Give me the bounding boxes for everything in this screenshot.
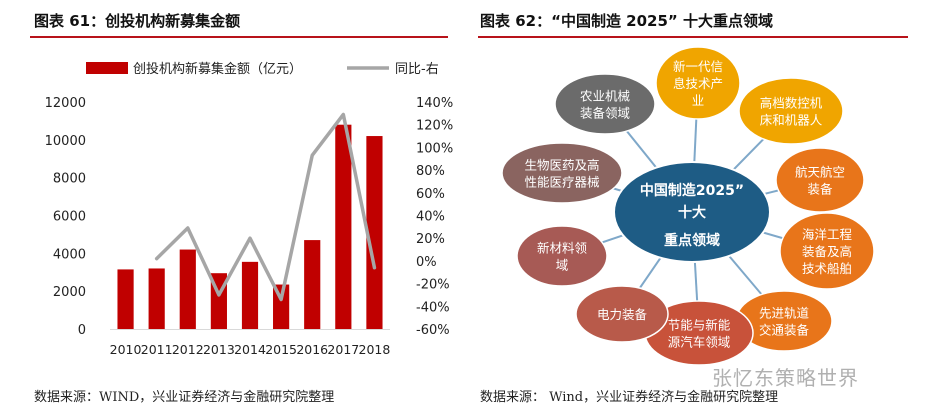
line-series: [154, 112, 377, 302]
y2-tick-label: 40%: [416, 210, 445, 225]
area-node-label: 性能医疗器械: [524, 175, 600, 190]
bar-2017: [335, 124, 352, 329]
area-node-bubble: [738, 77, 844, 145]
legend-swatch-bars: [86, 62, 128, 74]
area-node-label: 先进轨道: [759, 306, 810, 321]
x-tick-label: 2015: [265, 342, 297, 357]
area-node-label: 节能与新能: [668, 318, 731, 333]
center-label: 中国制造2025”: [640, 182, 744, 199]
area-node-label: 新材料领: [537, 241, 588, 256]
x-tick-label: 2012: [172, 342, 204, 357]
x-axis: 2010 2011 2012 2013 2014 2015 2016 2017 2018: [110, 329, 391, 357]
funding-chart: 创投机构新募集金额（亿元） 同比-右 0 2000 4000 6000 8000 10000…: [45, 61, 454, 357]
area-node-label: 航天航空: [795, 165, 845, 180]
bar-series: [117, 124, 383, 329]
y2-tick-label: -60%: [416, 323, 450, 338]
area-node-bubble: [516, 225, 608, 287]
area-node-label: 源汽车领域: [668, 335, 731, 350]
diagram-center: 中国制造2025” 十大重点领域: [613, 161, 771, 263]
legend-label-line: 同比-右: [395, 62, 439, 77]
y-tick-label: 0: [78, 323, 86, 338]
bar-2011: [148, 268, 165, 329]
area-node-bubble: [501, 142, 623, 204]
area-node-bubble: [655, 46, 741, 120]
area-node-label: 装备领域: [580, 106, 630, 121]
area-node-label: 床和机器人: [760, 113, 823, 128]
x-tick-label: 2013: [203, 342, 235, 357]
area-node-label: 农业机械: [580, 89, 631, 104]
y2-tick-label: 120%: [416, 119, 453, 134]
area-node-label: 技术船舶: [802, 261, 852, 276]
y-tick-label: 6000: [53, 210, 86, 225]
center-bubble: [613, 161, 771, 263]
bar-2010: [117, 269, 134, 329]
y-tick-label: 4000: [53, 247, 86, 262]
area-node-label: 新一代信: [673, 59, 723, 74]
y2-tick-label: -20%: [416, 278, 450, 293]
area-node-label: 生物医药及高: [524, 158, 599, 173]
x-tick-label: 2014: [234, 342, 266, 357]
y-axis-right: -60% -40% -20% 0% 20% 40% 60% 80% 100% 120% 140%: [416, 96, 453, 338]
area-node-label: 海洋工程: [802, 227, 853, 242]
chart-legend: 创投机构新募集金额（亿元） 同比-右: [86, 61, 439, 77]
area-node: 电力装备: [575, 285, 669, 343]
area-node-label: 息技术产: [673, 76, 723, 91]
bar-2016: [304, 240, 321, 329]
bar-2015: [273, 284, 290, 329]
y2-tick-label: 20%: [416, 232, 445, 247]
area-node-label: 高档数控机: [760, 96, 823, 111]
right-source-note: 数据来源： Wind，兴业证券经济与金融研究院整理: [480, 390, 779, 405]
area-node-bubble: [575, 285, 669, 343]
right-title-rule: [478, 36, 908, 38]
x-tick-label: 2017: [327, 342, 359, 357]
area-node-label: 域: [556, 258, 569, 273]
yoy-growth-line: [154, 112, 377, 302]
y-axis-left: 0 2000 4000 6000 8000 10000 12000: [45, 96, 86, 338]
bar-2018: [366, 136, 383, 329]
y2-tick-label: 0%: [416, 255, 437, 270]
left-title-rule: [30, 36, 448, 38]
bar-2014: [241, 261, 259, 329]
x-tick-label: 2010: [110, 342, 142, 357]
y2-tick-label: 100%: [416, 141, 453, 156]
bar-2012: [179, 249, 196, 329]
legend-label-bars: 创投机构新募集金额（亿元）: [133, 61, 302, 77]
watermark: 张忆东策略世界: [712, 366, 859, 390]
y2-tick-label: 140%: [416, 96, 453, 111]
x-tick-label: 2016: [296, 342, 328, 357]
left-panel-title: 图表 61：创投机构新募集金额: [34, 12, 241, 30]
area-node-label: 装备: [807, 182, 833, 197]
x-tick-label: 2011: [141, 342, 173, 357]
y-tick-label: 10000: [45, 134, 86, 149]
center-label: 十大: [678, 204, 706, 221]
y-tick-label: 2000: [53, 285, 86, 300]
area-node-label: 装备及高: [802, 244, 852, 259]
left-source-note: 数据来源：WIND，兴业证券经济与金融研究院整理: [34, 390, 335, 405]
y2-tick-label: -40%: [416, 300, 450, 315]
area-node-bubble: [554, 73, 656, 135]
y-tick-label: 8000: [53, 172, 86, 187]
y-tick-label: 12000: [45, 96, 86, 111]
right-panel-title: 图表 62：“中国制造 2025” 十大重点领域: [480, 12, 774, 30]
y2-tick-label: 80%: [416, 164, 445, 179]
area-node-label: 交通装备: [759, 323, 810, 338]
area-node-bubble: [775, 147, 865, 213]
area-node-bubble: [779, 212, 875, 290]
area-node-label: 业: [692, 93, 705, 108]
y2-tick-label: 60%: [416, 187, 445, 202]
area-node-label: 电力装备: [597, 307, 648, 322]
x-tick-label: 2018: [359, 342, 391, 357]
center-label: 重点领域: [664, 232, 720, 249]
